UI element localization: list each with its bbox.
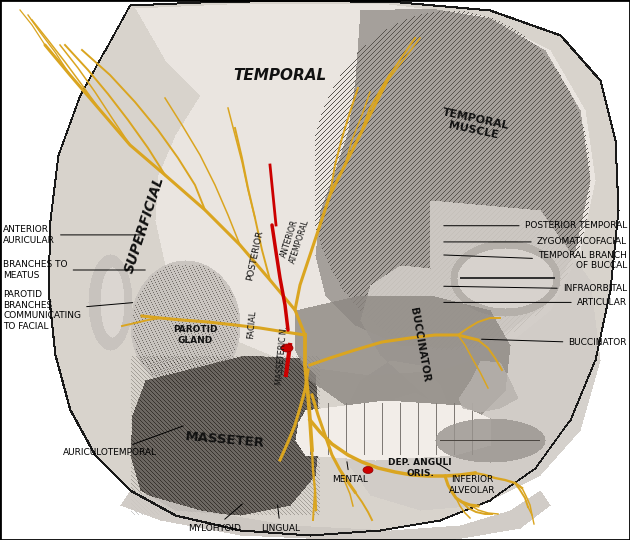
Text: TEMPORAL: TEMPORAL xyxy=(233,68,326,83)
Text: DEP. ANGULI
ORIS.: DEP. ANGULI ORIS. xyxy=(388,458,452,478)
Text: POSTERIOR: POSTERIOR xyxy=(245,229,265,281)
Text: BUCCINATOR: BUCCINATOR xyxy=(481,339,627,347)
Text: AURICULOTEMPORAL: AURICULOTEMPORAL xyxy=(63,426,183,457)
Text: BRANCHES TO
MEATUS: BRANCHES TO MEATUS xyxy=(3,260,146,280)
Text: SUPERFICIAL: SUPERFICIAL xyxy=(123,175,167,275)
Text: MASSETERIC N.: MASSETERIC N. xyxy=(275,325,289,384)
Text: MASSETER: MASSETER xyxy=(185,430,265,450)
Text: MENTAL: MENTAL xyxy=(332,462,367,484)
Text: PAROTID
GLAND: PAROTID GLAND xyxy=(173,325,217,345)
Text: TEMPORAL
MUSCLE: TEMPORAL MUSCLE xyxy=(440,107,510,143)
Ellipse shape xyxy=(363,467,373,474)
Text: INFERIOR
ALVEOLAR: INFERIOR ALVEOLAR xyxy=(437,463,496,495)
Text: BUCCINATOR: BUCCINATOR xyxy=(408,307,432,383)
Text: ZYGOMATICOFACIAL: ZYGOMATICOFACIAL xyxy=(444,238,627,246)
Text: PAROTID
BRANCHES
COMMUNICATING
TO FACIAL: PAROTID BRANCHES COMMUNICATING TO FACIAL xyxy=(3,291,133,330)
Text: MYLOHYOID: MYLOHYOID xyxy=(188,504,243,533)
Text: TEMPORAL BRANCH
OF BUCCAL: TEMPORAL BRANCH OF BUCCAL xyxy=(444,251,627,270)
Text: POSTERIOR TEMPORAL: POSTERIOR TEMPORAL xyxy=(444,221,627,230)
Text: LINGUAL: LINGUAL xyxy=(261,505,300,533)
Text: INFRAORBITAL: INFRAORBITAL xyxy=(444,285,627,293)
Text: ANTERIOR
ATEMPORAL: ANTERIOR ATEMPORAL xyxy=(278,215,311,265)
Text: ARTICULAR: ARTICULAR xyxy=(444,298,627,307)
Ellipse shape xyxy=(281,344,293,352)
Text: FACIAL: FACIAL xyxy=(246,310,258,340)
Text: ANTERIOR
AURICULAR: ANTERIOR AURICULAR xyxy=(3,225,146,245)
